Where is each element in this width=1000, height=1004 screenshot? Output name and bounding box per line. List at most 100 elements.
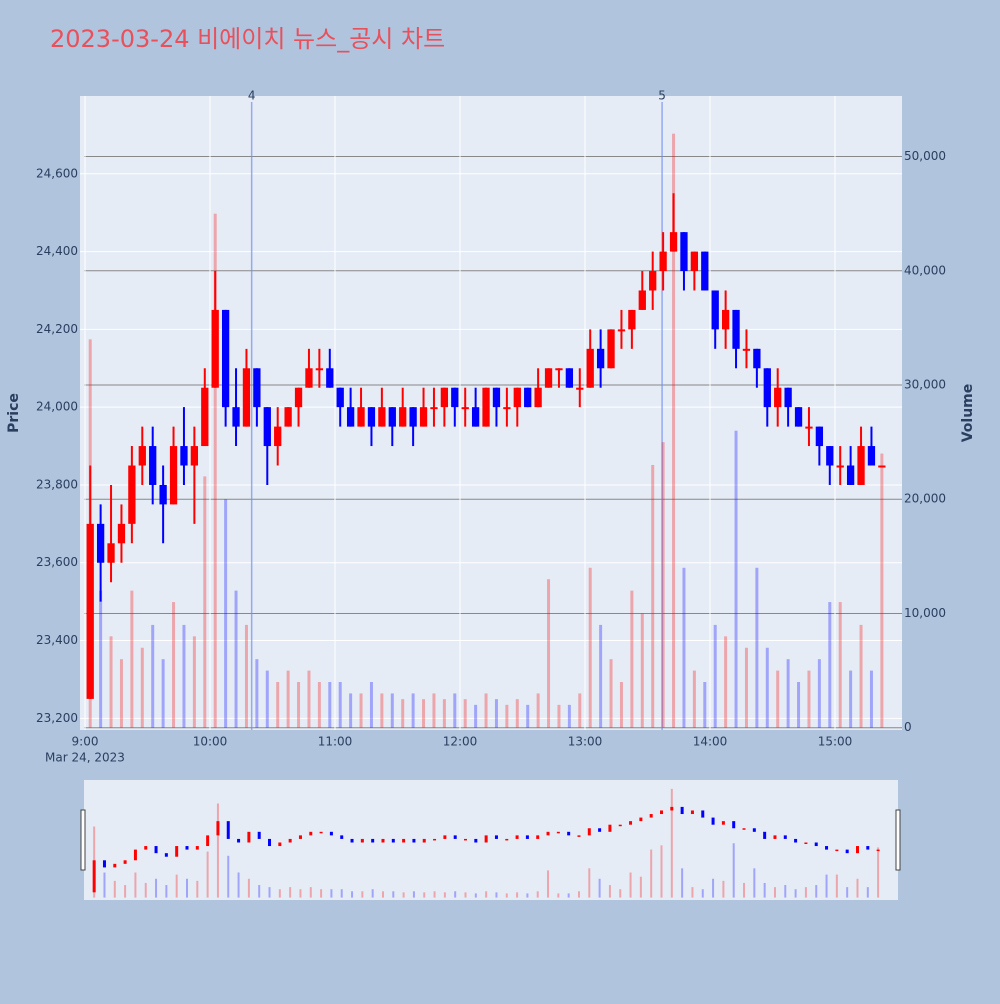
candle-body <box>482 387 490 427</box>
mini-volume-bar <box>681 868 684 898</box>
volume-bar <box>869 670 873 728</box>
y-tick-label: 24,600 <box>36 166 78 180</box>
mini-volume-bar <box>464 892 467 898</box>
volume-bar <box>547 579 551 728</box>
candle-body <box>784 387 792 408</box>
volume-bar <box>765 647 769 728</box>
news-label: 5 <box>658 89 666 103</box>
volume-bar <box>234 590 238 728</box>
volume-bar <box>630 590 634 728</box>
candle-body <box>857 446 865 485</box>
mini-volume-bar <box>835 874 838 898</box>
candle-body <box>294 387 303 408</box>
y-axis-label: Price <box>6 393 22 433</box>
volume-bar <box>692 670 696 728</box>
x-tick-label: 14:00 <box>693 735 728 749</box>
candle-body <box>399 407 407 427</box>
range-slider[interactable] <box>84 780 898 900</box>
volume-bar <box>724 636 728 728</box>
candle-body <box>638 290 646 310</box>
volume-bar <box>536 693 540 728</box>
candle-body <box>544 368 553 388</box>
volume-bar <box>703 682 707 728</box>
volume-bar <box>224 499 228 728</box>
y-tick-label: 24,000 <box>36 400 78 414</box>
volume-bar <box>557 704 561 728</box>
volume-bar <box>140 647 144 728</box>
candle-body <box>451 387 459 408</box>
volume-bar <box>307 670 311 728</box>
candle-body <box>419 407 428 427</box>
mini-volume-bar <box>402 892 405 898</box>
volume-bar <box>119 659 123 728</box>
mini-volume-bar <box>330 889 333 898</box>
candle-body <box>367 407 376 427</box>
volume-bar <box>328 682 332 728</box>
volume-bar <box>619 682 623 728</box>
candle-body <box>378 407 386 427</box>
candle-body <box>805 426 813 429</box>
y-tick-label: 24,200 <box>36 322 78 336</box>
news-label: 4 <box>248 89 256 103</box>
mini-volume-bar <box>144 882 147 898</box>
mini-volume-bar <box>629 872 632 898</box>
mini-volume-bar <box>216 803 219 898</box>
volume-bar <box>838 602 842 728</box>
mini-volume-bar <box>443 892 446 898</box>
y-tick-label: 23,600 <box>36 555 78 569</box>
x-tick-label: 13:00 <box>568 735 603 749</box>
volume-bar <box>182 624 186 728</box>
volume-bar <box>672 133 676 728</box>
mini-volume-bar <box>361 891 364 898</box>
chart-title: 2023-03-24 비에이치 뉴스_공시 차트 <box>50 25 445 53</box>
volume-bar <box>786 659 790 728</box>
candle-body <box>742 348 751 351</box>
candle-body <box>690 251 699 272</box>
y-tick-label: 23,400 <box>36 633 78 647</box>
mini-volume-bar <box>856 878 859 898</box>
candle-body <box>596 348 605 369</box>
volume-bar <box>338 682 342 728</box>
mini-volume-bar <box>134 872 137 898</box>
mini-volume-bar <box>722 880 725 898</box>
candle-body <box>388 407 396 427</box>
candle-body <box>190 446 199 466</box>
mini-volume-bar <box>258 885 261 898</box>
mini-volume-bar <box>505 893 508 898</box>
candle-body <box>669 232 678 252</box>
candle-body <box>253 368 261 408</box>
candle-body <box>221 309 230 408</box>
mini-volume-bar <box>598 878 601 898</box>
candle-body <box>711 290 719 330</box>
slider-handle[interactable] <box>80 809 86 871</box>
volume-bar <box>609 659 613 728</box>
mini-volume-bar <box>691 887 694 898</box>
mini-volume-bar <box>227 855 230 898</box>
candle-body <box>117 523 126 544</box>
mini-volume-bar <box>268 887 271 898</box>
volume-bar <box>776 670 780 728</box>
mini-volume-bar <box>351 891 354 898</box>
mini-volume-bar <box>175 874 178 898</box>
mini-volume-bar <box>381 891 384 898</box>
candle-body <box>628 309 636 330</box>
mini-volume-bar <box>650 849 653 898</box>
candle-body <box>274 426 282 447</box>
mini-volume-bar <box>526 893 529 898</box>
mini-volume-bar <box>412 891 415 898</box>
candle-body <box>430 407 438 410</box>
mini-volume-bar <box>773 887 776 898</box>
volume-bar <box>109 636 113 728</box>
candle-body <box>492 387 501 408</box>
plot-area <box>80 96 902 730</box>
candle-body <box>242 368 251 427</box>
candle-body <box>836 465 844 468</box>
y2-tick-label: 10,000 <box>904 606 946 620</box>
volume-bar <box>526 704 530 728</box>
mini-volume-bar <box>124 885 127 898</box>
volume-bar <box>588 567 592 728</box>
slider-handle[interactable] <box>895 809 901 871</box>
volume-bar <box>474 704 478 728</box>
mini-volume-bar <box>567 893 570 898</box>
